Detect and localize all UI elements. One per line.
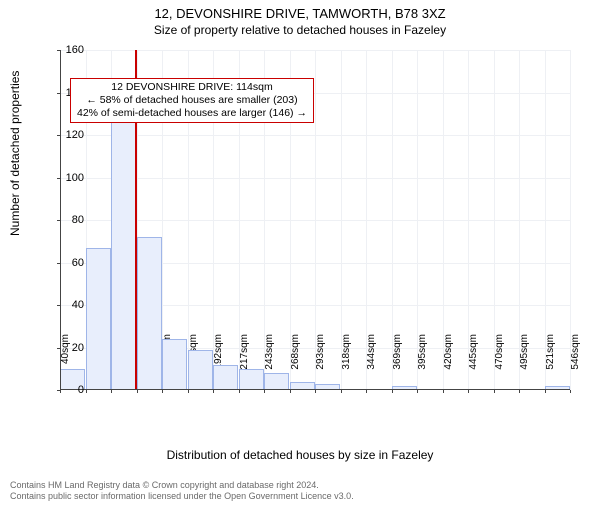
x-axis-line	[60, 389, 570, 390]
plot-area: 40sqm66sqm91sqm116sqm141sqm167sqm192sqm2…	[60, 50, 570, 390]
histogram-bar	[162, 339, 187, 390]
y-axis-line	[60, 50, 61, 390]
xtick-label: 318sqm	[341, 334, 352, 394]
footer-line2: Contains public sector information licen…	[10, 491, 354, 502]
chart-subtitle: Size of property relative to detached ho…	[0, 23, 600, 37]
histogram-bar	[188, 350, 213, 390]
histogram-bar	[86, 248, 111, 390]
xtick-label: 546sqm	[570, 334, 581, 394]
ytick-label: 120	[66, 129, 84, 141]
histogram-bar	[213, 365, 238, 391]
x-axis-label: Distribution of detached houses by size …	[0, 448, 600, 462]
footer-attribution: Contains HM Land Registry data © Crown c…	[10, 480, 354, 503]
chart-title: 12, DEVONSHIRE DRIVE, TAMWORTH, B78 3XZ	[0, 6, 600, 21]
y-axis-label: Number of detached properties	[8, 71, 22, 236]
footer-line1: Contains HM Land Registry data © Crown c…	[10, 480, 354, 491]
ytick-label: 20	[72, 342, 84, 354]
annotation-box: 12 DEVONSHIRE DRIVE: 114sqm ← 58% of det…	[70, 78, 314, 123]
histogram-bar	[137, 237, 162, 390]
xtick-label: 344sqm	[366, 334, 377, 394]
xtick-label: 420sqm	[443, 334, 454, 394]
ytick-label: 40	[72, 299, 84, 311]
histogram-bar	[239, 369, 264, 390]
ytick-label: 100	[66, 172, 84, 184]
ytick-label: 80	[72, 214, 84, 226]
ytick-label: 160	[66, 44, 84, 56]
histogram-bar	[111, 122, 136, 390]
xtick-label: 445sqm	[468, 334, 479, 394]
ytick-label: 0	[78, 384, 84, 396]
chart-container: 12, DEVONSHIRE DRIVE, TAMWORTH, B78 3XZ …	[0, 6, 600, 506]
annotation-line2: ← 58% of detached houses are smaller (20…	[77, 94, 307, 107]
xtick-label: 395sqm	[417, 334, 428, 394]
xtick-label: 495sqm	[519, 334, 530, 394]
annotation-line3: 42% of semi-detached houses are larger (…	[77, 107, 307, 120]
annotation-line1: 12 DEVONSHIRE DRIVE: 114sqm	[77, 81, 307, 94]
xtick-label: 470sqm	[494, 334, 505, 394]
histogram-bar	[264, 373, 289, 390]
ytick-label: 60	[72, 257, 84, 269]
